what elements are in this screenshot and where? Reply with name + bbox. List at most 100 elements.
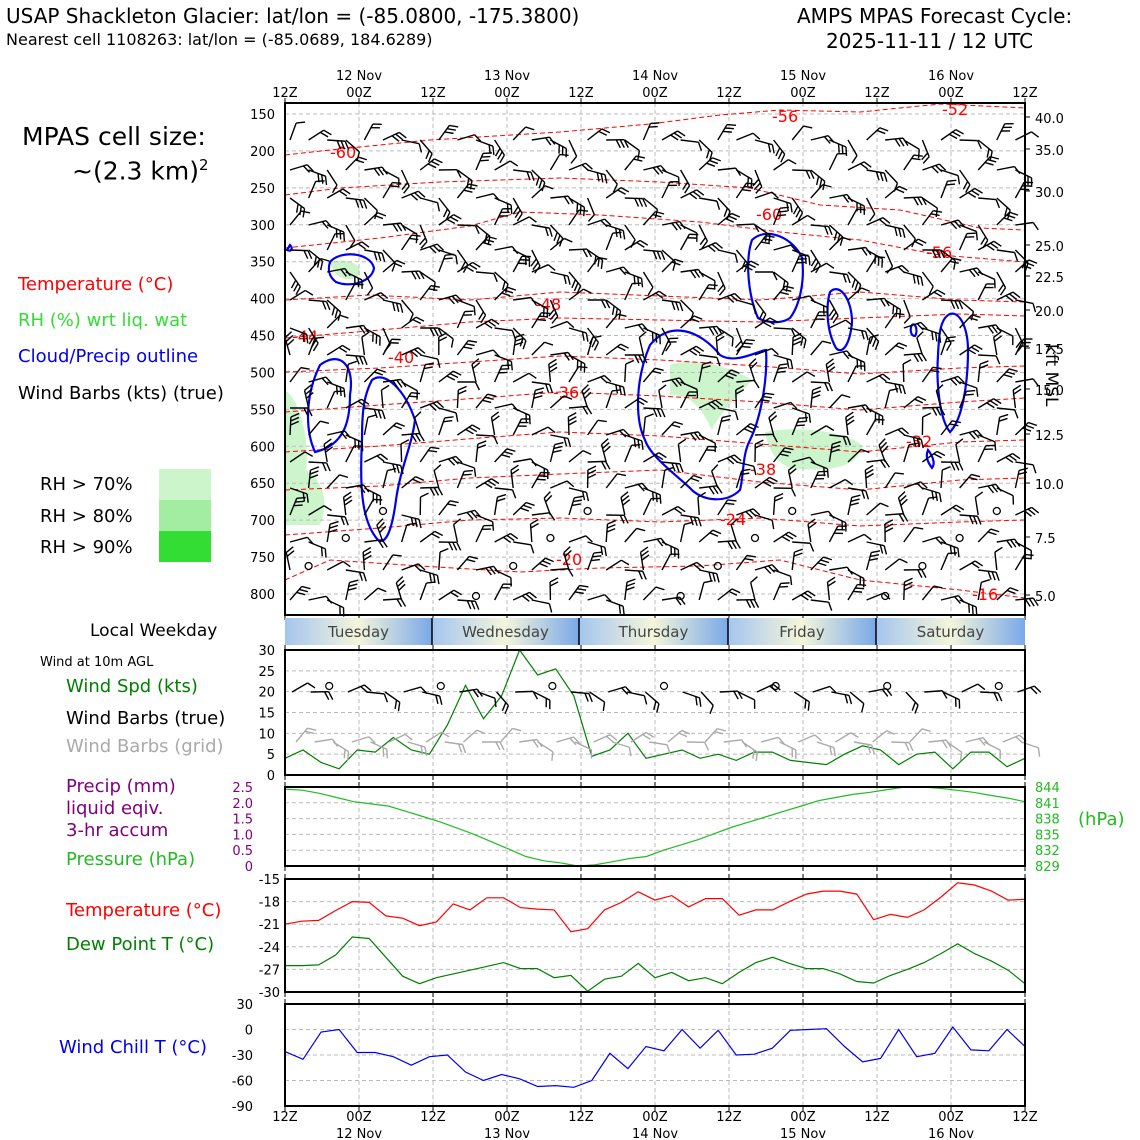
- barb-staff: [829, 514, 847, 524]
- barb-feather: [1024, 598, 1031, 607]
- barb-staff: [884, 169, 898, 184]
- barb-feather: [971, 314, 981, 319]
- barb-feather: [971, 473, 981, 478]
- barb-staff: [983, 741, 1001, 751]
- wind-barb: [661, 466, 674, 489]
- barb-staff: [1014, 259, 1030, 273]
- wind-barb: [903, 154, 923, 171]
- barb-feather: [600, 376, 608, 384]
- barb-staff: [512, 126, 527, 141]
- barb-feather: [498, 371, 508, 374]
- legend-temperature-2: Temperature (°C): [66, 900, 222, 921]
- barb-feather: [547, 264, 556, 271]
- wind-barb: [548, 299, 559, 324]
- barb-staff: [326, 344, 343, 356]
- barb-feather: [548, 308, 556, 317]
- barb-staff: [756, 683, 774, 693]
- barb-staff: [400, 524, 408, 543]
- wind-barb: [1014, 259, 1038, 273]
- wind-barb: [680, 345, 705, 356]
- barb-feather: [361, 241, 370, 248]
- barb-feather: [643, 695, 648, 705]
- wind-barb: [419, 158, 443, 171]
- barb-feather: [902, 385, 906, 395]
- barb-staff: [791, 371, 808, 383]
- barb-staff: [494, 327, 513, 332]
- wind-barb: [475, 224, 491, 246]
- barb-feather: [305, 388, 313, 395]
- barb-staff: [847, 271, 862, 286]
- barb-feather: [724, 374, 734, 380]
- barb-feather: [762, 395, 772, 399]
- barb-feather: [922, 412, 932, 418]
- pressure-panel-frame: [284, 786, 1026, 867]
- barb-staff: [884, 390, 891, 409]
- wind-barb: [452, 518, 462, 543]
- barb-feather: [968, 431, 976, 440]
- barb-staff: [587, 460, 606, 463]
- barb-feather: [408, 313, 414, 323]
- barb-staff: [457, 599, 476, 602]
- barb-feather: [876, 129, 886, 135]
- barb-staff: [940, 337, 948, 356]
- barb-staff: [493, 497, 499, 516]
- barb-staff: [909, 728, 923, 743]
- barb-feather: [778, 210, 788, 213]
- barb-feather: [569, 737, 577, 746]
- barb-staff: [643, 537, 662, 543]
- wind-barb: [754, 433, 778, 443]
- barb-feather: [585, 535, 593, 543]
- wind-barb: [494, 160, 519, 171]
- barb-feather: [640, 278, 644, 288]
- barb-feather: [693, 315, 703, 320]
- kft-tick-label: 5.0: [1035, 590, 1056, 605]
- wind-barb: [382, 554, 402, 571]
- barb-staff: [885, 381, 904, 387]
- barb-staff: [903, 196, 922, 199]
- barb-staff: [829, 271, 848, 276]
- wind-barb: [290, 407, 313, 417]
- barb-feather: [864, 464, 874, 471]
- barb-feather: [321, 377, 329, 386]
- barb-staff: [661, 377, 680, 383]
- wind-barb: [289, 366, 310, 383]
- wind-barb: [959, 139, 982, 150]
- surface-wind-barb-true: [347, 684, 372, 693]
- barb-feather: [696, 189, 705, 196]
- barb-feather: [735, 385, 744, 391]
- barb-feather: [414, 433, 421, 442]
- barb-feather: [307, 682, 316, 689]
- barb-staff: [847, 487, 866, 492]
- barb-staff: [513, 296, 532, 301]
- wind-barb: [754, 564, 779, 575]
- barb-feather: [898, 491, 906, 499]
- barb-staff: [382, 299, 401, 305]
- barb-staff: [308, 461, 327, 464]
- barb-staff: [345, 197, 364, 201]
- surface-wind-barb-true: [589, 691, 606, 712]
- surface-wind-barb-grid: [928, 739, 952, 749]
- cell-size-exponent: 2: [199, 156, 209, 174]
- barb-feather: [587, 465, 597, 471]
- barb-staff: [543, 497, 552, 516]
- barb-staff: [345, 354, 364, 358]
- barb-feather: [883, 545, 888, 555]
- wind-barb: [903, 321, 928, 331]
- barb-staff: [364, 327, 381, 338]
- wind-barb: [307, 180, 325, 199]
- wind-barb: [829, 193, 854, 203]
- barb-feather: [689, 432, 697, 441]
- barb-feather: [689, 270, 697, 279]
- barb-staff: [735, 555, 748, 571]
- barb-staff: [475, 349, 494, 356]
- barb-feather: [532, 262, 539, 271]
- wind-barb: [661, 169, 680, 187]
- wind-barb: [698, 580, 713, 601]
- barb-staff: [768, 417, 775, 436]
- barb-feather: [931, 490, 935, 500]
- barb-feather: [768, 411, 777, 419]
- calm-wind-circle: [341, 533, 350, 543]
- surface-wind-barb-true: [793, 691, 810, 711]
- barb-staff: [717, 499, 729, 516]
